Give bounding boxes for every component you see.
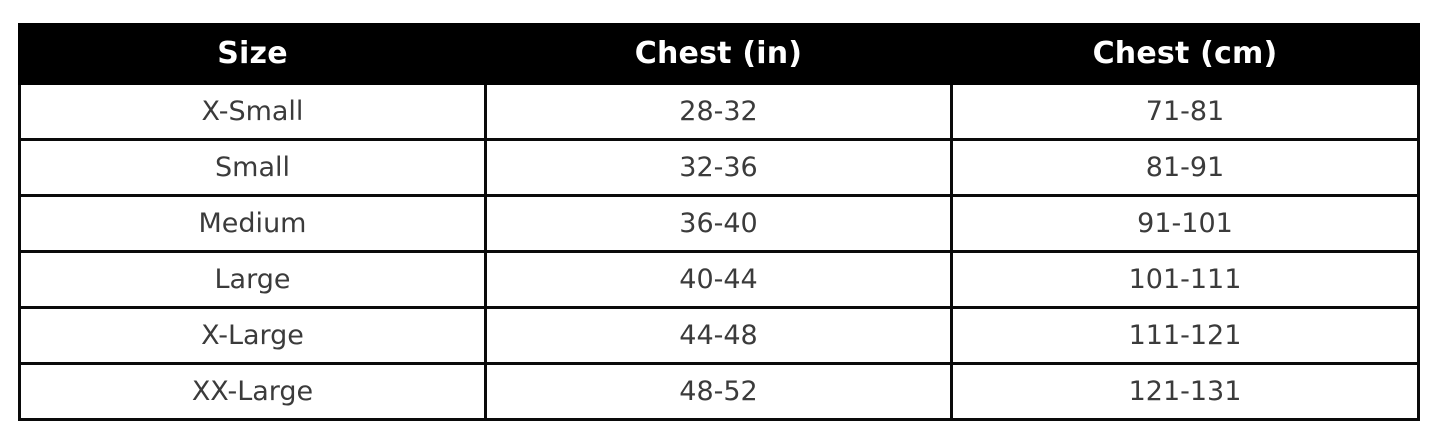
cell-chest-cm: 111-121 [950, 306, 1420, 365]
column-header-chest-cm: Chest (cm) [950, 23, 1420, 85]
cell-chest-cm: 101-111 [950, 250, 1420, 309]
cell-chest-in: 44-48 [484, 306, 953, 365]
cell-size: X-Small [18, 82, 487, 141]
table-row: XX-Large 48-52 121-131 [18, 362, 1420, 421]
cell-chest-cm: 121-131 [950, 362, 1420, 421]
cell-chest-cm: 91-101 [950, 194, 1420, 253]
table-row: X-Large 44-48 111-121 [18, 306, 1420, 365]
cell-size: Medium [18, 194, 487, 253]
table-body: X-Small 28-32 71-81 Small 32-36 81-91 Me… [18, 82, 1420, 421]
size-chart-container: Size Chest (in) Chest (cm) X-Small 28-32… [18, 23, 1420, 421]
cell-size: X-Large [18, 306, 487, 365]
cell-chest-in: 36-40 [484, 194, 953, 253]
table-row: X-Small 28-32 71-81 [18, 82, 1420, 141]
cell-chest-in: 28-32 [484, 82, 953, 141]
table-row: Small 32-36 81-91 [18, 138, 1420, 197]
header-row: Size Chest (in) Chest (cm) [18, 23, 1420, 85]
cell-size: XX-Large [18, 362, 487, 421]
cell-chest-in: 48-52 [484, 362, 953, 421]
table-row: Medium 36-40 91-101 [18, 194, 1420, 253]
cell-size: Small [18, 138, 487, 197]
cell-chest-cm: 81-91 [950, 138, 1420, 197]
cell-size: Large [18, 250, 487, 309]
table-row: Large 40-44 101-111 [18, 250, 1420, 309]
column-header-size: Size [18, 23, 487, 85]
cell-chest-cm: 71-81 [950, 82, 1420, 141]
table-header: Size Chest (in) Chest (cm) [18, 23, 1420, 85]
size-chart-table: Size Chest (in) Chest (cm) X-Small 28-32… [18, 23, 1420, 421]
cell-chest-in: 32-36 [484, 138, 953, 197]
cell-chest-in: 40-44 [484, 250, 953, 309]
column-header-chest-in: Chest (in) [484, 23, 953, 85]
